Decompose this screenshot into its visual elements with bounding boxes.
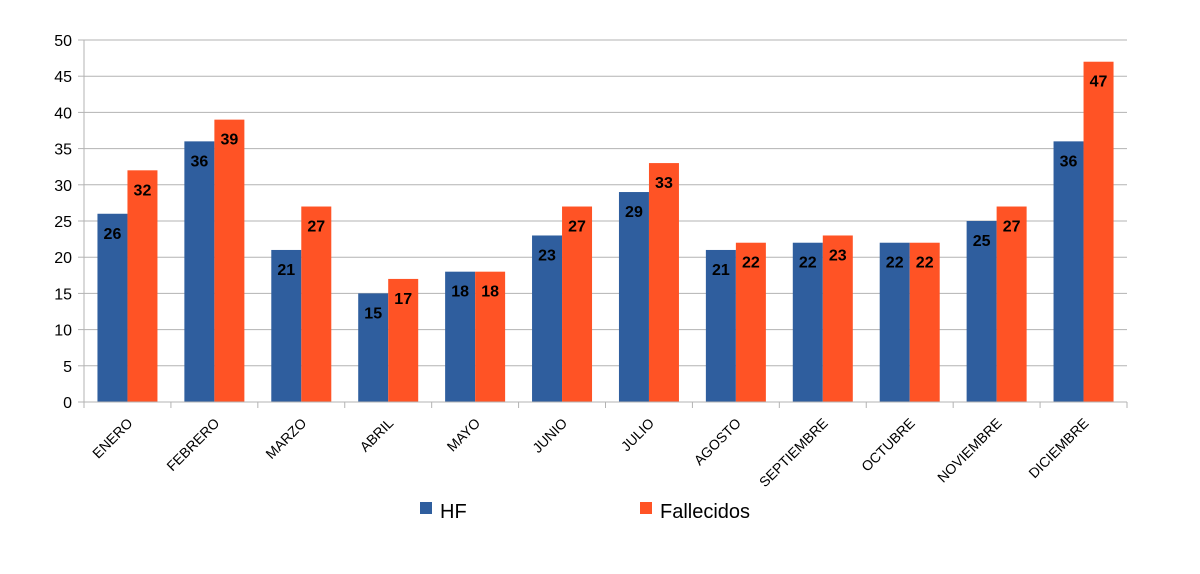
- data-label: 33: [655, 175, 673, 192]
- legend: HF Fallecidos: [420, 501, 750, 523]
- x-tick-label: OCTUBRE: [858, 415, 918, 475]
- bar-fallecidos-agosto: [735, 242, 766, 402]
- data-label: 17: [394, 291, 412, 308]
- bar-fallecidos-abril: [388, 278, 419, 402]
- x-tick-label: JUNIO: [529, 415, 570, 456]
- data-label: 39: [220, 132, 238, 149]
- legend-swatch-hf: [420, 502, 432, 514]
- bar-fallecidos-junio: [562, 206, 593, 402]
- bar-hf-diciembre: [1053, 141, 1084, 403]
- y-tick-label: 15: [54, 286, 72, 303]
- data-label: 27: [568, 219, 586, 236]
- legend-label-fallecidos: Fallecidos: [660, 501, 750, 523]
- bar-hf-julio: [618, 192, 649, 402]
- data-label: 29: [625, 204, 643, 221]
- y-tick-label: 50: [54, 33, 72, 50]
- x-tick-label: ABRIL: [356, 415, 396, 455]
- y-tick-label: 20: [54, 250, 72, 267]
- bar-hf-noviembre: [966, 221, 997, 402]
- bar-fallecidos-julio: [648, 163, 679, 402]
- bar-hf-junio: [532, 235, 563, 402]
- data-label: 32: [134, 182, 152, 199]
- x-tick-label: ENERO: [89, 415, 136, 462]
- x-tick-label: MAYO: [444, 415, 484, 455]
- bar-hf-marzo: [271, 249, 302, 402]
- data-label: 21: [277, 262, 295, 279]
- bar-hf-febrero: [184, 141, 215, 403]
- legend-swatch-fallecidos: [640, 502, 652, 514]
- bars-layer: [97, 61, 1114, 403]
- y-tick-label: 10: [54, 323, 72, 340]
- bar-fallecidos-septiembre: [822, 235, 853, 402]
- bar-fallecidos-enero: [127, 170, 158, 402]
- data-label: 15: [364, 305, 382, 322]
- y-tick-label: 45: [54, 69, 72, 86]
- bar-hf-abril: [358, 293, 389, 402]
- data-label: 27: [1003, 219, 1021, 236]
- x-tick-label: AGOSTO: [690, 415, 744, 469]
- data-label: 18: [481, 284, 499, 301]
- data-label: 25: [973, 233, 991, 250]
- data-label: 23: [538, 247, 556, 264]
- data-label: 47: [1090, 74, 1108, 91]
- data-label: 26: [104, 226, 122, 243]
- bar-fallecidos-mayo: [475, 271, 506, 402]
- y-tick-label: 40: [54, 105, 72, 122]
- bar-fallecidos-noviembre: [996, 206, 1027, 402]
- data-label: 22: [742, 255, 760, 272]
- data-label: 36: [190, 153, 208, 170]
- y-tick-label: 25: [54, 214, 72, 231]
- grid-layer: [84, 39, 1127, 403]
- data-label: 22: [886, 255, 904, 272]
- data-label: 36: [1060, 153, 1078, 170]
- x-tick-label: SEPTIEMBRE: [756, 415, 831, 490]
- x-tick-label: NOVIEMBRE: [934, 415, 1005, 486]
- x-tick-label: JULIO: [618, 415, 657, 454]
- bar-hf-enero: [97, 213, 128, 402]
- data-label: 21: [712, 262, 730, 279]
- bar-hf-agosto: [705, 249, 736, 402]
- bar-hf-octubre: [879, 242, 910, 402]
- x-tick-label: MARZO: [262, 415, 309, 462]
- x-tick-label: FEBRERO: [163, 415, 222, 474]
- data-label: 23: [829, 247, 847, 264]
- labels-layer: 26 32 36 39 21 27 15 17 18 18 23 27 29 33 21 22 22 23 22 22…: [104, 74, 1108, 323]
- data-label: 18: [451, 284, 469, 301]
- bar-fallecidos-octubre: [909, 242, 940, 402]
- data-label: 27: [307, 219, 325, 236]
- bar-hf-mayo: [445, 271, 476, 402]
- data-label: 22: [799, 255, 817, 272]
- x-tick-label: DICIEMBRE: [1025, 415, 1091, 481]
- bar-fallecidos-diciembre: [1083, 61, 1114, 402]
- y-tick-label: 35: [54, 142, 72, 159]
- data-label: 22: [916, 255, 934, 272]
- y-tick-label: 30: [54, 178, 72, 195]
- bar-fallecidos-febrero: [214, 119, 245, 402]
- legend-label-hf: HF: [440, 501, 467, 523]
- y-tick-label: 0: [63, 395, 72, 412]
- y-tick-label: 5: [63, 359, 72, 376]
- bar-fallecidos-marzo: [301, 206, 332, 402]
- bar-hf-septiembre: [792, 242, 823, 402]
